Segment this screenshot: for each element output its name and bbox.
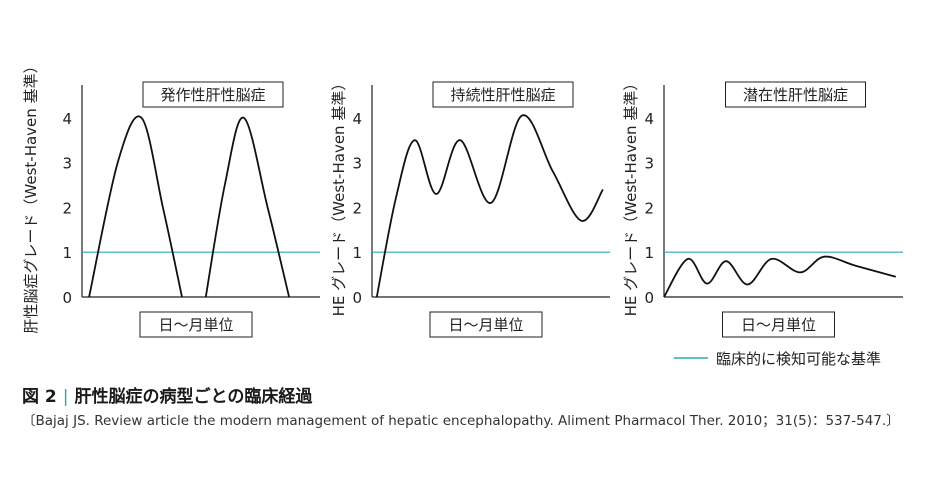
title-separator: | (62, 387, 69, 407)
x-axis-label-box (139, 311, 253, 338)
figure-panels: 0 1 2 3 4 肝性脳症グレード（West-Haven 基準） 発作性肝性脳症 日～月単位… (22, 58, 903, 368)
series-line-2 (204, 116, 290, 298)
y-axis-label: HE グレード（West-Haven 基準） (622, 76, 640, 317)
legend: 臨床的に検知可能な基準 (674, 350, 881, 368)
panel-title-box (142, 81, 284, 108)
figure-caption: 図 2 | 肝性脳症の病型ごとの臨床経過 〔Bajaj JS. Review art… (22, 382, 932, 431)
y-tick-label: 0 (352, 289, 362, 307)
x-axis-label: 日～月単位 (158, 316, 233, 334)
legend-label: 臨床的に検知可能な基準 (716, 350, 881, 368)
y-tick-label: 3 (352, 155, 362, 173)
y-tick-label: 4 (62, 110, 72, 128)
y-tick-label: 2 (352, 199, 362, 217)
x-axis-label-box (429, 311, 543, 338)
panel-title-box (432, 81, 574, 108)
y-axis-label: HE グレード（West-Haven 基準） (330, 76, 348, 317)
y-tick-label: 1 (644, 244, 654, 262)
x-axis-label-box (722, 311, 835, 338)
x-axis-label: 日～月単位 (448, 316, 523, 334)
y-tick-label: 1 (62, 244, 72, 262)
series-line-1 (375, 114, 604, 298)
y-tick-label: 1 (352, 244, 362, 262)
y-tick-label: 4 (644, 110, 654, 128)
figure-number: 図 2 (22, 387, 57, 407)
panel-title: 潜在性肝性脳症 (743, 86, 848, 104)
y-tick-label: 3 (62, 155, 72, 173)
panel-title: 持続性肝性脳症 (450, 86, 555, 104)
x-axis-label: 日～月単位 (741, 316, 816, 334)
figure-title-line: 図 2 | 肝性脳症の病型ごとの臨床経過 (22, 382, 932, 407)
y-tick-label: 0 (644, 289, 654, 307)
y-tick-label: 4 (352, 110, 362, 128)
y-tick-label: 2 (644, 199, 654, 217)
figure-reference: 〔Bajaj JS. Review article the modern man… (22, 413, 900, 429)
y-tick-label: 0 (62, 289, 72, 307)
y-tick-label: 2 (62, 199, 72, 217)
y-axis-label: 肝性脳症グレード（West-Haven 基準） (22, 58, 40, 333)
figure-title: 肝性脳症の病型ごとの臨床経過 (74, 387, 313, 407)
panel-title-box (725, 81, 866, 108)
series-line-1 (663, 255, 897, 298)
panel-title: 発作性肝性脳症 (160, 86, 265, 104)
y-tick-label: 3 (644, 155, 654, 173)
series-line-1 (88, 115, 183, 298)
